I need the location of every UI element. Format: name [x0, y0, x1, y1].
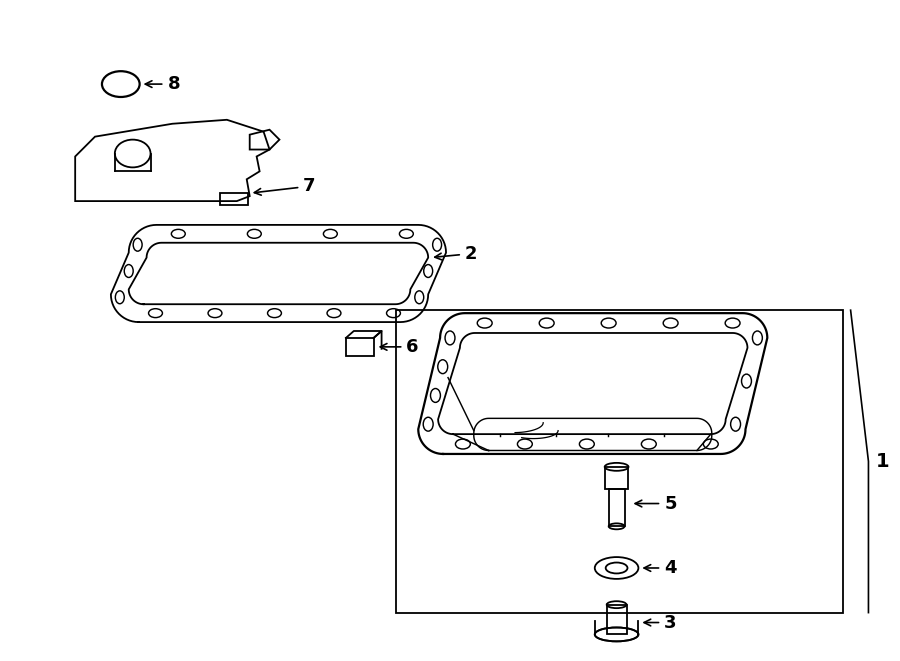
- Text: 1: 1: [876, 452, 889, 471]
- Text: 6: 6: [381, 338, 418, 356]
- Text: 8: 8: [145, 75, 180, 93]
- Bar: [605, 467, 628, 488]
- Bar: [346, 338, 374, 356]
- Text: 2: 2: [435, 245, 477, 262]
- Text: 4: 4: [644, 559, 677, 577]
- Bar: [220, 193, 248, 205]
- Text: 5: 5: [635, 494, 677, 512]
- Text: 3: 3: [644, 613, 677, 631]
- Text: 7: 7: [255, 177, 316, 195]
- Bar: [607, 605, 626, 635]
- Bar: [397, 310, 842, 613]
- Bar: [608, 488, 625, 526]
